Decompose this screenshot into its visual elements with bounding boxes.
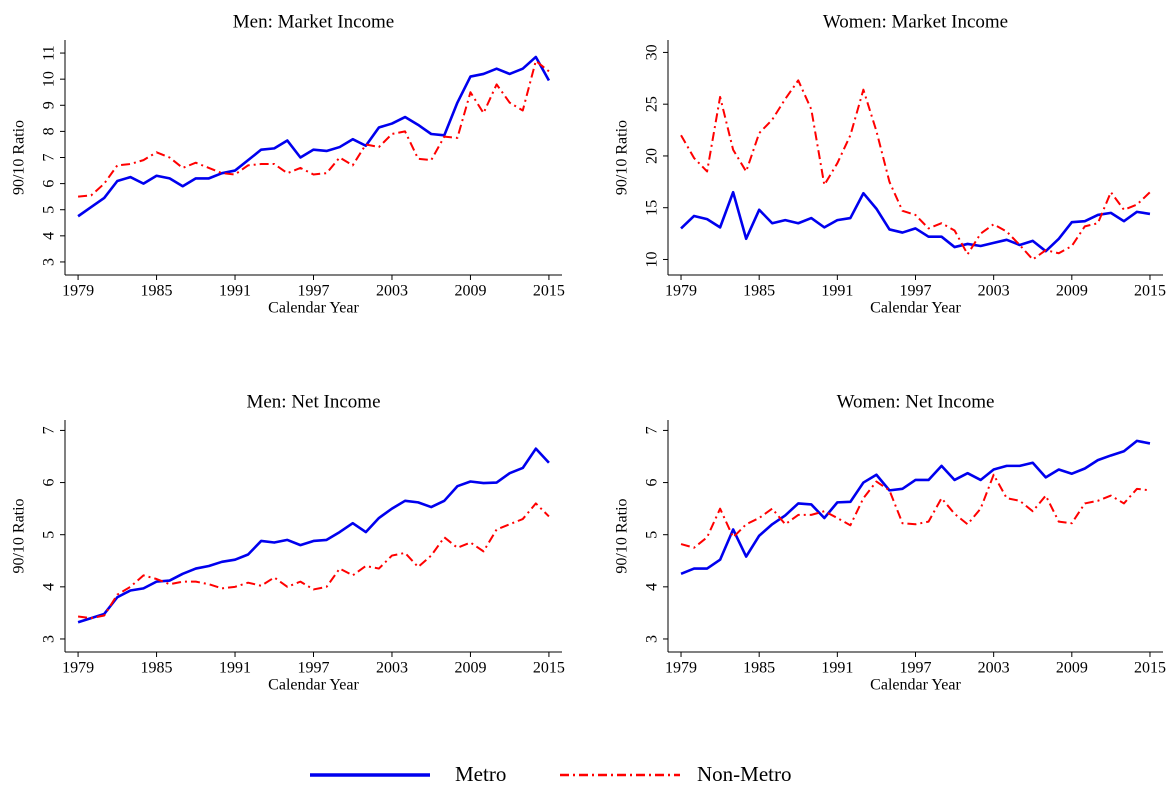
x-tick-label: 2015 <box>533 283 565 300</box>
x-tick-label: 1997 <box>900 283 932 300</box>
x-tick-label: 2003 <box>376 283 408 300</box>
chart-title: Women: Market Income <box>823 11 1008 32</box>
chart-title: Women: Net Income <box>837 391 995 412</box>
x-tick-label: 2015 <box>1134 660 1166 677</box>
x-tick-label: 2009 <box>1056 660 1088 677</box>
y-tick-label: 5 <box>41 206 58 214</box>
y-tick-label: 10 <box>644 251 661 267</box>
x-tick-label: 2015 <box>533 660 565 677</box>
y-tick-label: 3 <box>41 635 58 643</box>
x-tick-label: 2003 <box>978 660 1010 677</box>
y-tick-label: 3 <box>41 258 58 266</box>
y-tick-label: 5 <box>41 531 58 539</box>
x-tick-label: 1991 <box>821 660 853 677</box>
y-tick-label: 6 <box>41 180 58 188</box>
series-line <box>77 59 550 198</box>
series-line <box>680 439 1151 576</box>
y-tick-label: 4 <box>644 583 661 591</box>
x-tick-label: 2009 <box>454 283 486 300</box>
y-tick-label: 5 <box>644 531 661 539</box>
series-line <box>680 190 1151 253</box>
x-tick-label: 2009 <box>1056 283 1088 300</box>
x-tick-label: 1985 <box>141 660 173 677</box>
series-line <box>77 447 550 624</box>
x-tick-label: 1997 <box>298 660 330 677</box>
legend-label: Metro <box>455 762 506 786</box>
y-tick-label: 8 <box>41 127 58 135</box>
x-tick-label: 1991 <box>219 283 251 300</box>
y-tick-label: 20 <box>644 148 661 164</box>
x-tick-label: 1991 <box>821 283 853 300</box>
y-tick-label: 3 <box>644 635 661 643</box>
y-tick-label: 6 <box>644 479 661 487</box>
y-tick-label: 11 <box>41 45 58 60</box>
series-line <box>77 55 551 218</box>
y-tick-label: 30 <box>644 44 661 60</box>
x-tick-label: 1985 <box>141 283 173 300</box>
x-tick-label: 1991 <box>219 660 251 677</box>
y-axis-label: 90/10 Ratio <box>614 120 631 195</box>
y-tick-label: 7 <box>41 154 58 162</box>
x-tick-label: 1979 <box>62 283 94 300</box>
x-tick-label: 2009 <box>454 660 486 677</box>
y-axis-label: 90/10 Ratio <box>614 498 631 573</box>
x-axis-label: Calendar Year <box>870 677 961 694</box>
series-line <box>680 473 1151 549</box>
x-tick-label: 2003 <box>376 660 408 677</box>
x-tick-label: 1997 <box>298 283 330 300</box>
y-tick-label: 15 <box>644 200 661 216</box>
x-tick-label: 1985 <box>743 283 775 300</box>
y-tick-label: 7 <box>644 426 661 434</box>
chart-title: Men: Market Income <box>233 11 394 32</box>
y-tick-label: 7 <box>41 426 58 434</box>
y-tick-label: 9 <box>41 101 58 109</box>
series-line <box>680 79 1151 261</box>
x-tick-label: 1979 <box>62 660 94 677</box>
y-axis-label: 90/10 Ratio <box>11 120 28 195</box>
y-tick-label: 4 <box>41 232 58 240</box>
y-tick-label: 4 <box>41 583 58 591</box>
legend-label: Non-Metro <box>697 762 791 786</box>
y-axis-label: 90/10 Ratio <box>11 498 28 573</box>
x-tick-label: 1985 <box>743 660 775 677</box>
y-tick-label: 6 <box>41 479 58 487</box>
x-tick-label: 1997 <box>900 660 932 677</box>
chart-title: Men: Net Income <box>246 391 380 412</box>
x-axis-label: Calendar Year <box>268 677 359 694</box>
x-axis-label: Calendar Year <box>268 300 359 317</box>
y-tick-label: 25 <box>644 96 661 112</box>
x-tick-label: 1979 <box>665 283 697 300</box>
y-tick-label: 10 <box>41 71 58 87</box>
series-line <box>77 502 550 620</box>
x-tick-label: 1979 <box>665 660 697 677</box>
x-axis-label: Calendar Year <box>870 300 961 317</box>
x-tick-label: 2003 <box>978 283 1010 300</box>
x-tick-label: 2015 <box>1134 283 1166 300</box>
